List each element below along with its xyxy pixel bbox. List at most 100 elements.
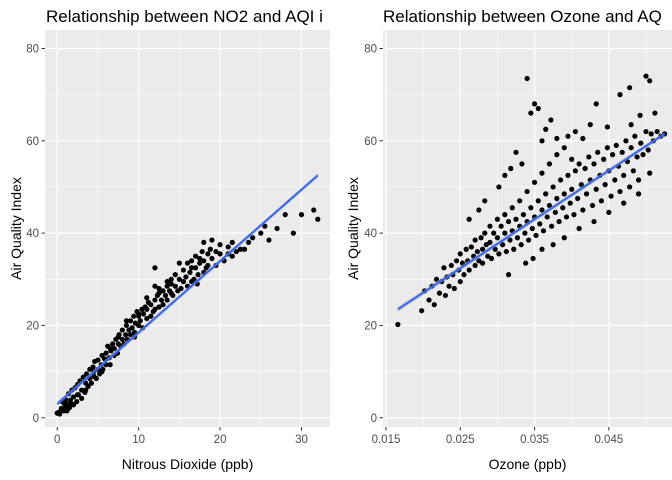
data-point: [448, 262, 454, 269]
data-point: [571, 212, 577, 218]
data-point: [107, 362, 113, 368]
data-point: [178, 285, 184, 292]
data-point: [627, 184, 633, 190]
data-point: [505, 272, 512, 278]
data-point: [595, 149, 601, 155]
data-point: [557, 177, 564, 183]
data-point: [93, 375, 99, 382]
data-point: [168, 276, 174, 282]
data-point: [591, 218, 597, 225]
data-point: [119, 336, 125, 342]
data-point: [520, 212, 527, 218]
data-point: [535, 105, 541, 112]
y-axis-label: Air Quality Index: [345, 177, 361, 280]
data-point: [103, 350, 109, 356]
data-point: [57, 411, 63, 417]
data-point: [101, 356, 108, 362]
data-point: [621, 200, 627, 206]
data-point: [478, 235, 484, 241]
data-point: [453, 258, 460, 264]
data-point: [209, 255, 215, 262]
data-point: [548, 117, 554, 123]
data-point: [613, 142, 619, 149]
data-point: [533, 232, 539, 239]
y-tick-label: 60: [364, 136, 377, 148]
data-point: [195, 272, 201, 278]
data-point: [217, 251, 223, 257]
data-point: [241, 246, 248, 252]
data-point: [487, 239, 493, 245]
data-point: [488, 255, 495, 262]
data-point: [148, 313, 154, 319]
data-point: [233, 248, 239, 255]
data-point: [290, 230, 296, 236]
data-point: [576, 225, 582, 232]
data-point: [524, 75, 530, 82]
data-point: [183, 274, 189, 280]
data-point: [561, 235, 567, 241]
data-point: [531, 101, 538, 107]
y-tick-label: 20: [364, 320, 377, 332]
data-point: [176, 276, 182, 282]
data-point: [119, 327, 125, 333]
data-point: [513, 149, 519, 155]
data-point: [127, 318, 134, 324]
data-point: [569, 156, 575, 162]
data-point: [580, 207, 586, 213]
data-point: [99, 369, 105, 375]
data-point: [593, 101, 599, 107]
y-tick-label: 80: [364, 43, 377, 55]
data-point: [457, 251, 463, 257]
x-tick-label: 0.035: [520, 434, 549, 446]
data-point: [172, 283, 178, 289]
data-point: [552, 209, 558, 215]
data-point: [496, 251, 502, 257]
data-point: [583, 191, 590, 197]
data-point: [136, 311, 142, 317]
y-tick-label: 40: [26, 228, 39, 240]
data-point: [517, 198, 523, 204]
data-point: [638, 140, 644, 146]
x-axis-label: Ozone (ppb): [489, 456, 567, 472]
data-point: [123, 322, 130, 329]
data-point: [164, 283, 170, 289]
data-point: [127, 332, 134, 338]
x-tick-label: 30: [295, 434, 308, 446]
data-point: [95, 357, 101, 363]
data-point: [152, 306, 158, 312]
data-point: [476, 207, 482, 213]
data-point: [628, 145, 634, 151]
y-tick-label: 40: [364, 228, 377, 240]
data-point: [494, 216, 501, 222]
data-point: [152, 297, 158, 303]
data-point: [576, 161, 582, 167]
data-point: [472, 237, 478, 243]
data-point: [137, 318, 143, 324]
data-point: [617, 92, 623, 98]
data-point: [199, 248, 205, 255]
data-point: [129, 325, 135, 331]
data-point: [461, 272, 467, 278]
data-point: [74, 392, 81, 398]
data-point: [526, 237, 532, 243]
data-point: [539, 207, 545, 213]
data-point: [635, 191, 642, 197]
data-point: [654, 128, 660, 135]
data-point: [514, 235, 521, 241]
data-point: [496, 184, 502, 190]
data-point: [523, 260, 529, 266]
data-point: [628, 122, 634, 128]
data-point: [582, 165, 588, 172]
data-point: [266, 237, 272, 243]
data-point: [459, 260, 466, 266]
data-point: [245, 239, 252, 245]
data-point: [168, 281, 174, 287]
data-point: [580, 135, 586, 142]
data-point: [205, 262, 211, 269]
ozone-aqi-plot: 0.015 0.025 0.035 0.045 0 20 40 60 80 Relationshi…: [345, 7, 672, 472]
data-point: [479, 246, 486, 252]
data-point: [80, 374, 86, 380]
data-point: [188, 278, 195, 285]
data-point: [468, 244, 475, 250]
data-point: [602, 182, 608, 188]
